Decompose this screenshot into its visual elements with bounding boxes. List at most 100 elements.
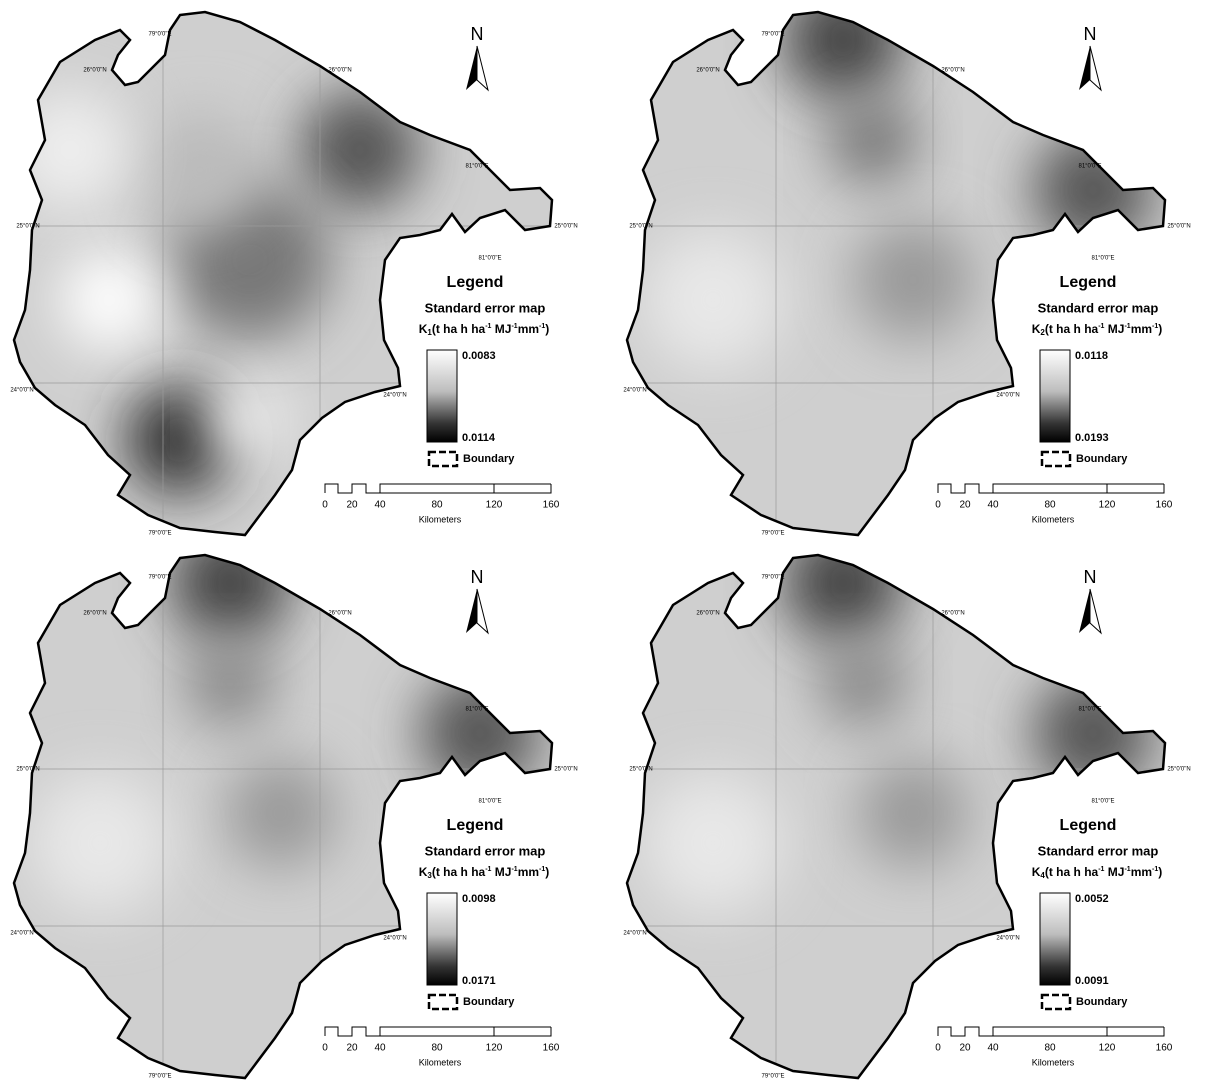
grid-label: 79°0'0"E: [148, 575, 171, 581]
grid-label: 79°0'0"E: [148, 531, 171, 537]
color-ramp: [1040, 350, 1070, 442]
scale-label: 80: [431, 500, 443, 511]
map-panel: 26°0'0"N26°0'0"N79°0'0"E79°0'0"E25°0'0"N…: [613, 523, 1226, 1086]
color-ramp: [427, 350, 457, 442]
shade-area: [783, 523, 903, 643]
scale-label: 160: [1156, 500, 1173, 511]
map-raster: [613, 523, 1226, 1086]
color-ramp: [427, 893, 457, 985]
map-panel: 26°0'0"N26°0'0"N79°0'0"E79°0'0"E25°0'0"N…: [0, 523, 613, 1086]
shade-area: [60, 250, 160, 350]
map-raster: [0, 0, 613, 543]
grid-label: 25°0'0"N: [554, 224, 577, 230]
grid-label: 26°0'0"N: [83, 611, 106, 617]
scale-label: 160: [543, 1043, 560, 1054]
north-arrow: [477, 589, 488, 633]
boundary-symbol: [429, 452, 457, 466]
unit-text: ): [545, 865, 549, 879]
shade-area: [210, 380, 290, 460]
grid-label: 24°0'0"N: [623, 388, 646, 394]
ramp-max-label: 0.0098: [462, 893, 496, 905]
shade-area: [858, 758, 968, 868]
unit-text: (t ha h ha: [1045, 865, 1099, 879]
grid-label: 79°0'0"E: [148, 1074, 171, 1080]
legend-title: Legend: [1060, 817, 1117, 834]
unit-text: MJ: [491, 865, 511, 879]
legend-subtitle: Standard error map: [425, 843, 546, 858]
ramp-max-label: 0.0052: [1075, 893, 1109, 905]
boundary-symbol: [429, 995, 457, 1009]
shade-area: [300, 90, 420, 210]
grid-label: 26°0'0"N: [941, 68, 964, 74]
map-raster: [613, 0, 1226, 543]
unit-text: ): [545, 322, 549, 336]
scale-label: 120: [1099, 500, 1116, 511]
grid-label: 81°0'0"E: [478, 256, 501, 262]
shade-area: [643, 230, 783, 370]
boundary-label: Boundary: [1076, 996, 1128, 1008]
shade-area: [225, 758, 335, 868]
scale-label: 80: [1044, 500, 1056, 511]
grid-label: 79°0'0"E: [761, 32, 784, 38]
shade-area: [853, 220, 973, 340]
unit-text: MJ: [491, 322, 511, 336]
grid-label: 25°0'0"N: [16, 767, 39, 773]
scale-label: 40: [987, 1043, 999, 1054]
legend-variable: K2(t ha h ha-1 MJ-1mm-1): [1032, 322, 1163, 337]
north-arrow: [466, 589, 477, 633]
scale-unit: Kilometers: [419, 1057, 462, 1067]
shade-area: [185, 638, 275, 728]
grid-label: 25°0'0"N: [1167, 767, 1190, 773]
map-raster: [0, 523, 613, 1086]
grid-label: 24°0'0"N: [383, 936, 406, 942]
grid-label: 24°0'0"N: [10, 388, 33, 394]
grid-label: 26°0'0"N: [696, 611, 719, 617]
north-arrow: [1090, 46, 1101, 90]
scale-bar: [938, 484, 1164, 493]
legend-subtitle: Standard error map: [1038, 300, 1159, 315]
scale-label: 0: [935, 1043, 941, 1054]
ramp-max-label: 0.0118: [1075, 350, 1108, 362]
grid-label: 79°0'0"E: [148, 32, 171, 38]
ramp-max-label: 0.0083: [462, 350, 496, 362]
legend-variable: K4(t ha h ha-1 MJ-1mm-1): [1032, 865, 1163, 880]
grid-label: 25°0'0"N: [1167, 224, 1190, 230]
grid-label: 81°0'0"E: [465, 164, 488, 170]
grid-label: 79°0'0"E: [761, 531, 784, 537]
grid-label: 81°0'0"E: [478, 799, 501, 805]
scale-label: 0: [935, 500, 941, 511]
boundary-label: Boundary: [1076, 453, 1128, 465]
unit-text: mm: [518, 865, 539, 879]
grid-label: 25°0'0"N: [16, 224, 39, 230]
north-arrow: [1079, 46, 1090, 90]
ramp-min-label: 0.0171: [462, 975, 496, 987]
scale-bar: [325, 1027, 551, 1036]
grid-label: 79°0'0"E: [761, 575, 784, 581]
boundary-symbol: [1042, 995, 1070, 1009]
symbol: K: [1032, 322, 1041, 336]
boundary-label: Boundary: [463, 996, 515, 1008]
scale-label: 0: [322, 1043, 328, 1054]
scale-label: 120: [486, 500, 503, 511]
scale-label: 160: [543, 500, 560, 511]
north-label: N: [1084, 24, 1097, 44]
north-label: N: [471, 24, 484, 44]
legend-subtitle: Standard error map: [1038, 843, 1159, 858]
north-arrow: [1079, 589, 1090, 633]
ramp-min-label: 0.0193: [1075, 432, 1109, 444]
scale-unit: Kilometers: [419, 514, 462, 524]
unit-text: (t ha h ha: [1045, 322, 1099, 336]
grid-label: 26°0'0"N: [328, 68, 351, 74]
scale-label: 20: [346, 1043, 358, 1054]
scale-label: 120: [1099, 1043, 1116, 1054]
unit-text: mm: [1131, 865, 1152, 879]
scale-label: 80: [1044, 1043, 1056, 1054]
unit-text: mm: [1131, 322, 1152, 336]
unit-text: MJ: [1104, 322, 1124, 336]
shade-area: [30, 773, 170, 913]
scale-label: 0: [322, 500, 328, 511]
scale-bar: [325, 484, 551, 493]
legend-title: Legend: [447, 274, 504, 291]
figure: 26°0'0"N 26°0'0"N 79°0'0"E 79°0'0"E 25°0'0"N…: [0, 0, 1226, 1087]
